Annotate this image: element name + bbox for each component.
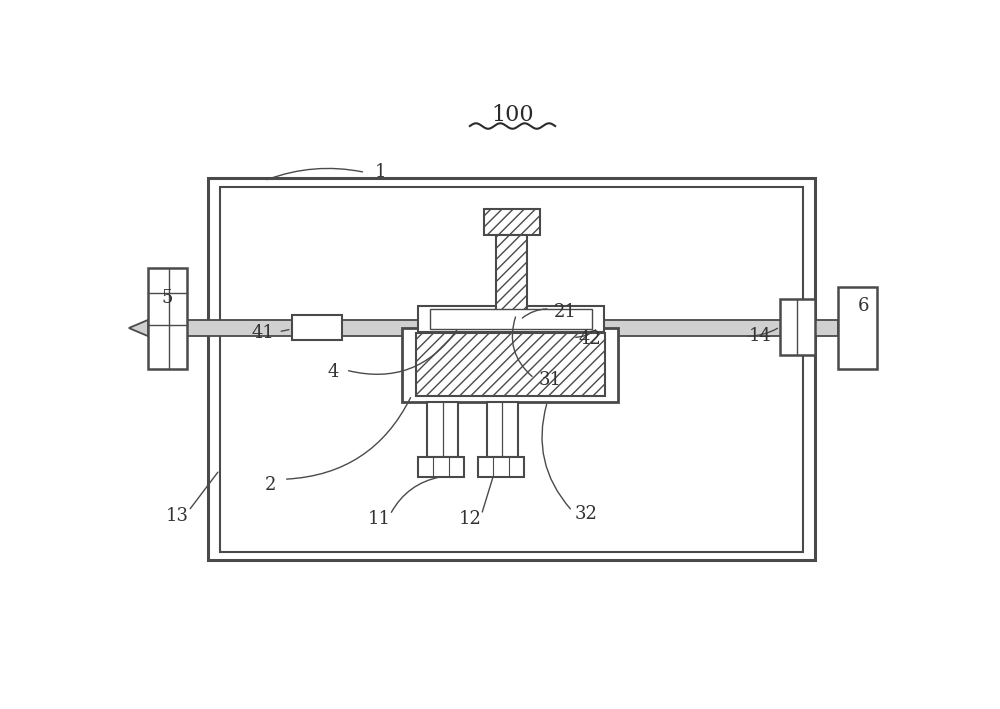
- Bar: [427, 402, 458, 457]
- Bar: [402, 328, 618, 402]
- Polygon shape: [129, 320, 148, 336]
- Bar: [484, 209, 540, 235]
- Bar: [220, 187, 803, 552]
- Bar: [478, 457, 524, 476]
- Text: 12: 12: [458, 510, 481, 528]
- Bar: [148, 320, 838, 336]
- Bar: [780, 299, 815, 355]
- Bar: [416, 333, 605, 396]
- Text: 13: 13: [166, 508, 189, 525]
- Bar: [838, 287, 877, 369]
- Bar: [487, 402, 518, 457]
- Bar: [148, 268, 187, 369]
- Bar: [430, 309, 592, 329]
- Text: 6: 6: [858, 297, 869, 316]
- Bar: [208, 178, 815, 560]
- Text: 42: 42: [579, 330, 601, 348]
- Bar: [496, 235, 527, 320]
- Text: 4: 4: [327, 363, 338, 381]
- Text: 14: 14: [749, 328, 772, 345]
- Text: 11: 11: [368, 510, 391, 528]
- Text: 1: 1: [375, 164, 386, 182]
- Text: 31: 31: [538, 371, 561, 389]
- Text: 32: 32: [575, 505, 598, 523]
- Text: 100: 100: [491, 104, 534, 126]
- Bar: [418, 457, 464, 476]
- Text: 2: 2: [265, 476, 276, 493]
- Text: 5: 5: [162, 289, 173, 307]
- Bar: [547, 316, 598, 340]
- Text: 41: 41: [252, 325, 274, 342]
- Text: 21: 21: [554, 303, 577, 320]
- Bar: [292, 316, 342, 340]
- Bar: [418, 306, 604, 333]
